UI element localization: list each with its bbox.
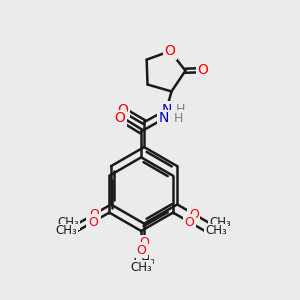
Text: O: O xyxy=(136,244,146,256)
Text: CH₃: CH₃ xyxy=(205,224,227,238)
Text: CH₃: CH₃ xyxy=(130,261,152,274)
Text: H: H xyxy=(174,112,184,125)
Text: N: N xyxy=(159,112,169,125)
Text: O: O xyxy=(118,103,128,117)
Text: O: O xyxy=(185,216,195,229)
Text: O: O xyxy=(88,216,98,229)
Text: CH₃: CH₃ xyxy=(57,216,79,230)
Text: N: N xyxy=(162,103,172,117)
Text: CH₃: CH₃ xyxy=(133,254,155,267)
Text: CH₃: CH₃ xyxy=(209,216,231,230)
Text: CH₃: CH₃ xyxy=(56,224,77,238)
Text: H: H xyxy=(176,103,185,116)
Text: O: O xyxy=(89,208,99,220)
Text: O: O xyxy=(165,44,176,58)
Text: O: O xyxy=(198,63,208,77)
Text: O: O xyxy=(139,236,149,249)
Text: O: O xyxy=(115,112,125,125)
Text: O: O xyxy=(189,208,199,220)
